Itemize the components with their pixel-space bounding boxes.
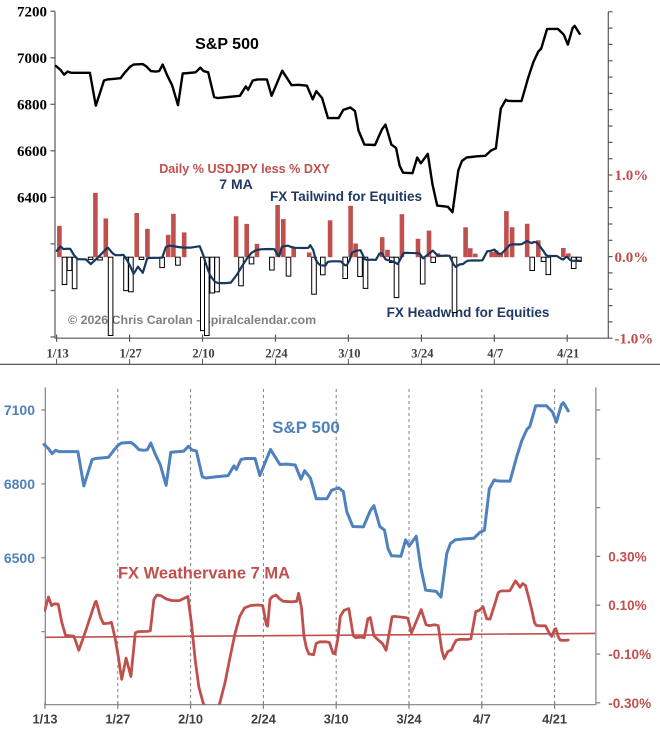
svg-text:2/10: 2/10 xyxy=(192,347,214,361)
svg-text:1/13: 1/13 xyxy=(33,712,58,727)
svg-text:Daily % USDJPY less % DXY: Daily % USDJPY less % DXY xyxy=(159,162,330,176)
svg-text:3/24: 3/24 xyxy=(411,347,434,361)
svg-text:FX Tailwind for Equities: FX Tailwind for Equities xyxy=(270,189,422,204)
svg-text:0.30%: 0.30% xyxy=(608,549,646,564)
svg-text:6600: 6600 xyxy=(17,144,47,160)
svg-text:0.10%: 0.10% xyxy=(608,598,646,613)
svg-text:1/27: 1/27 xyxy=(119,347,141,361)
svg-text:7000: 7000 xyxy=(17,51,47,67)
svg-text:FX Headwind for Equities: FX Headwind for Equities xyxy=(387,305,550,320)
svg-text:FX Weathervane 7 MA: FX Weathervane 7 MA xyxy=(118,565,290,583)
svg-text:2/24: 2/24 xyxy=(251,712,277,727)
svg-text:3/10: 3/10 xyxy=(338,347,360,361)
svg-text:3/24: 3/24 xyxy=(397,712,423,727)
svg-text:-1.0%: -1.0% xyxy=(615,331,654,347)
svg-text:3/10: 3/10 xyxy=(324,712,349,727)
svg-text:4/7: 4/7 xyxy=(487,347,503,361)
svg-text:-0.10%: -0.10% xyxy=(608,647,651,662)
svg-text:4/7: 4/7 xyxy=(473,712,491,727)
svg-text:-0.30%: -0.30% xyxy=(608,696,651,711)
svg-text:1/27: 1/27 xyxy=(105,712,130,727)
svg-text:1/13: 1/13 xyxy=(46,347,68,361)
svg-text:0.0%: 0.0% xyxy=(615,250,649,266)
svg-text:6800: 6800 xyxy=(4,476,35,492)
svg-text:1.0%: 1.0% xyxy=(615,168,649,184)
svg-text:6800: 6800 xyxy=(17,98,47,114)
svg-text:S&P 500: S&P 500 xyxy=(272,418,340,437)
svg-text:2/24: 2/24 xyxy=(265,347,288,361)
svg-text:7 MA: 7 MA xyxy=(219,176,252,192)
svg-text:6500: 6500 xyxy=(4,550,35,566)
svg-text:© 2026 Chris Carolan - spiralc: © 2026 Chris Carolan - spiralcalendar.co… xyxy=(68,313,316,327)
svg-text:7200: 7200 xyxy=(17,4,47,20)
svg-text:6400: 6400 xyxy=(17,191,47,207)
svg-text:S&P 500: S&P 500 xyxy=(195,36,259,53)
svg-text:4/21: 4/21 xyxy=(557,347,579,361)
svg-text:2/10: 2/10 xyxy=(178,712,203,727)
svg-text:7100: 7100 xyxy=(4,402,35,418)
svg-text:4/21: 4/21 xyxy=(542,712,567,727)
